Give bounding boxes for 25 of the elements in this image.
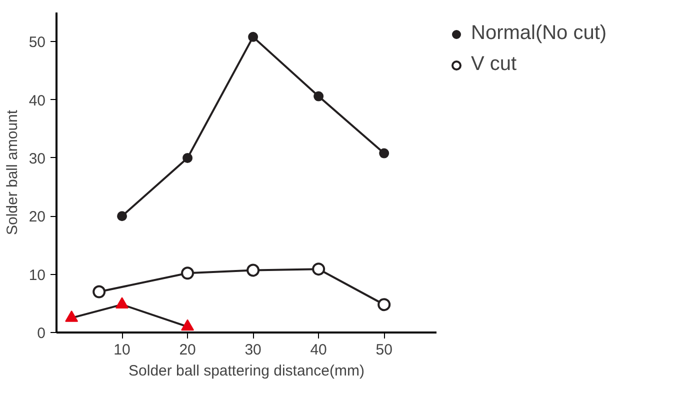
x-tick-label: 30 [244,342,262,358]
y-tick-label: 40 [28,92,46,110]
x-tick-label: 40 [310,342,327,358]
point [117,211,128,222]
y-tick-label: 50 [28,34,46,52]
point [246,264,260,277]
point [314,91,324,102]
legend-label: Normal(No cut) [471,22,607,45]
point [379,148,390,158]
legend-label: V cut [471,53,517,76]
x-axis-title: Solder ball spattering distance(mm) [128,362,364,380]
point [181,266,194,280]
y-tick-label: 0 [37,325,46,342]
point [248,32,258,42]
point [312,262,326,276]
y-tick-label: 20 [28,208,46,226]
x-tick-label: 50 [376,342,392,358]
x-tick-label: 10 [114,342,130,358]
y-tick-label: 10 [28,266,46,284]
y-tick-label: 30 [28,150,46,168]
x-tick-label: 20 [179,342,196,358]
point [92,285,106,298]
point [182,152,193,163]
point [378,298,391,312]
y-axis-title: Solder ball amount [4,109,21,236]
